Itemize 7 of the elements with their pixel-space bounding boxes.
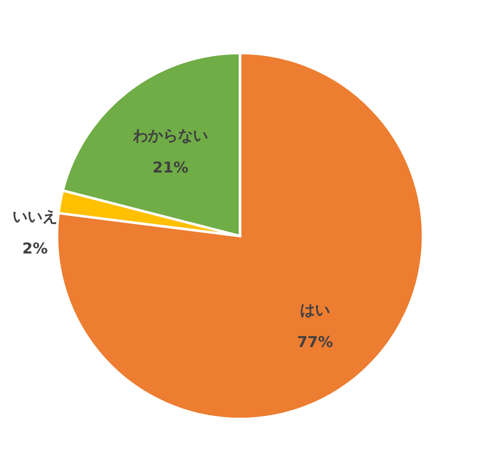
data-label: 77% — [297, 333, 333, 352]
data-label: 2% — [22, 240, 48, 258]
slice-label: いいえ — [12, 208, 58, 226]
slice-label: はい — [300, 301, 330, 320]
data-label: 21% — [152, 158, 188, 176]
slice-label: わからない — [132, 126, 208, 144]
pie-slice — [56, 52, 424, 420]
